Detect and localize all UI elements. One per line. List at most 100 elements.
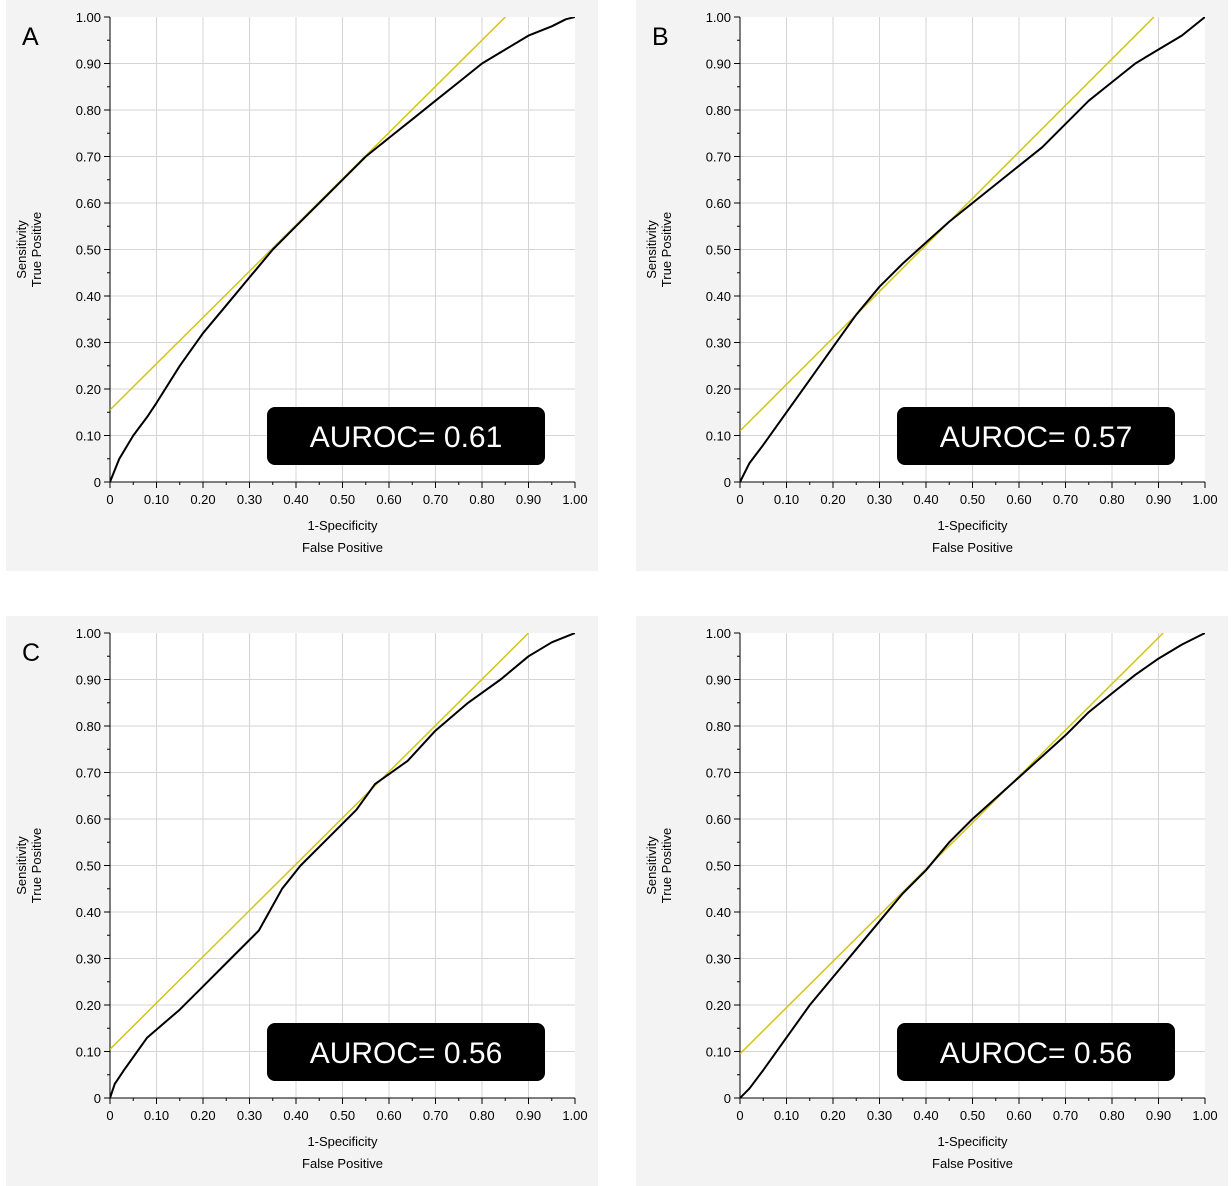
y-tick-label: 0.50 bbox=[706, 859, 731, 874]
y-tick-label: 0.30 bbox=[76, 336, 101, 351]
x-tick-label: 1.00 bbox=[1192, 492, 1217, 507]
x-tick-label: 0.50 bbox=[960, 1108, 985, 1123]
panel-label: B bbox=[652, 23, 669, 51]
y-tick-label: 0.50 bbox=[706, 243, 731, 258]
y-tick-label: 0.50 bbox=[76, 859, 101, 874]
roc-chart-a: 0 0.10 0.20 0.30 0.40 0.50 0.60 0.70 0.80 0.90 1.0… bbox=[14, 10, 588, 555]
panel-label: A bbox=[22, 23, 39, 51]
x-tick-label: 0.80 bbox=[469, 1108, 494, 1123]
x-tick-label: 0.10 bbox=[144, 492, 169, 507]
y-tick-label: 0.90 bbox=[706, 57, 731, 72]
x-axis-title: False Positive bbox=[932, 540, 1013, 555]
x-axis-title: 1-Specificity bbox=[307, 518, 378, 533]
y-axis-title: True Positive bbox=[659, 212, 674, 287]
y-tick-label: 0.90 bbox=[76, 57, 101, 72]
y-tick-label: 0 bbox=[94, 1091, 101, 1106]
y-tick-label: 0.60 bbox=[706, 812, 731, 827]
x-tick-label: 0.50 bbox=[330, 1108, 355, 1123]
y-tick-label: 0.20 bbox=[76, 998, 101, 1013]
y-tick-label: 0.90 bbox=[706, 673, 731, 688]
x-tick-label: 0 bbox=[106, 1108, 113, 1123]
y-tick-label: 0.70 bbox=[706, 150, 731, 165]
y-tick-label: 0.80 bbox=[706, 103, 731, 118]
y-tick-label: 0.10 bbox=[76, 1045, 101, 1060]
y-tick-label: 0.60 bbox=[706, 196, 731, 211]
auroc-box bbox=[897, 407, 1175, 465]
x-tick-label: 0.30 bbox=[867, 492, 892, 507]
y-tick-label: 0.30 bbox=[706, 336, 731, 351]
x-tick-label: 0.40 bbox=[913, 492, 938, 507]
x-tick-label: 0.50 bbox=[960, 492, 985, 507]
roc-chart-c: 0 0.10 0.20 0.30 0.40 0.50 0.60 0.70 0.80 0.90 1.0… bbox=[14, 626, 588, 1171]
y-axis-title: True Positive bbox=[29, 828, 44, 903]
x-tick-label: 0.20 bbox=[190, 1108, 215, 1123]
x-axis-title: False Positive bbox=[932, 1156, 1013, 1171]
y-tick-label: 0.10 bbox=[706, 1045, 731, 1060]
y-tick-label: 0.40 bbox=[706, 905, 731, 920]
roc-curve bbox=[740, 633, 1205, 1098]
x-tick-label: 0.90 bbox=[1146, 1108, 1171, 1123]
y-tick-label: 0.80 bbox=[76, 719, 101, 734]
x-tick-label: 0.30 bbox=[237, 1108, 262, 1123]
x-tick-label: 0.60 bbox=[1006, 492, 1031, 507]
roc-chart-d: 0 0.10 0.20 0.30 0.40 0.50 0.60 0.70 0.80 0.90 1.0… bbox=[644, 626, 1218, 1171]
y-tick-label: 0.40 bbox=[706, 289, 731, 304]
x-tick-label: 1.00 bbox=[562, 1108, 587, 1123]
y-tick-label: 0.70 bbox=[706, 766, 731, 781]
x-tick-label: 0.50 bbox=[330, 492, 355, 507]
x-tick-label: 0.90 bbox=[516, 1108, 541, 1123]
y-tick-label: 0.20 bbox=[76, 382, 101, 397]
x-tick-label: 0.20 bbox=[820, 492, 845, 507]
y-axis-title: True Positive bbox=[659, 828, 674, 903]
x-tick-label: 0.70 bbox=[1053, 1108, 1078, 1123]
auroc-box bbox=[267, 1023, 545, 1081]
y-tick-label: 0.40 bbox=[76, 289, 101, 304]
x-tick-label: 0.40 bbox=[913, 1108, 938, 1123]
x-tick-label: 1.00 bbox=[562, 492, 587, 507]
x-tick-label: 0.60 bbox=[376, 1108, 401, 1123]
x-tick-label: 0.40 bbox=[283, 492, 308, 507]
y-axis-title: Sensitivity bbox=[14, 220, 29, 279]
y-axis-title: Sensitivity bbox=[644, 220, 659, 279]
x-tick-label: 0.20 bbox=[190, 492, 215, 507]
roc-panel-c: 0 0.10 0.20 0.30 0.40 0.50 0.60 0.70 0.80 0.90 1.0… bbox=[6, 616, 598, 1186]
y-axis-title: True Positive bbox=[29, 212, 44, 287]
roc-panel-b: 0 0.10 0.20 0.30 0.40 0.50 0.60 0.70 0.80 0.90 1.0… bbox=[636, 0, 1228, 571]
roc-panel-d: 0 0.10 0.20 0.30 0.40 0.50 0.60 0.70 0.80 0.90 1.0… bbox=[636, 616, 1228, 1186]
panel-label: C bbox=[22, 639, 40, 667]
x-tick-label: 0.70 bbox=[423, 1108, 448, 1123]
x-axis-title: 1-Specificity bbox=[937, 518, 1008, 533]
y-tick-label: 0 bbox=[94, 475, 101, 490]
roc-curve bbox=[110, 633, 575, 1098]
x-axis-title: False Positive bbox=[302, 1156, 383, 1171]
auroc-label: AUROC= 0.57 bbox=[940, 421, 1133, 454]
y-tick-label: 1.00 bbox=[76, 10, 101, 25]
y-tick-label: 0.60 bbox=[76, 196, 101, 211]
y-tick-label: 0 bbox=[724, 475, 731, 490]
x-tick-label: 0.80 bbox=[1099, 1108, 1124, 1123]
x-tick-label: 1.00 bbox=[1192, 1108, 1217, 1123]
y-tick-label: 0.60 bbox=[76, 812, 101, 827]
y-tick-label: 1.00 bbox=[76, 626, 101, 641]
y-tick-label: 0.30 bbox=[76, 952, 101, 967]
reference-line bbox=[740, 633, 1164, 1055]
y-tick-label: 0.80 bbox=[706, 719, 731, 734]
y-tick-label: 0.80 bbox=[76, 103, 101, 118]
auroc-box bbox=[267, 407, 545, 465]
y-axis-title: Sensitivity bbox=[644, 836, 659, 895]
x-tick-label: 0.30 bbox=[237, 492, 262, 507]
x-tick-label: 0.20 bbox=[820, 1108, 845, 1123]
x-tick-label: 0.10 bbox=[774, 492, 799, 507]
y-tick-label: 0.70 bbox=[76, 150, 101, 165]
auroc-box bbox=[897, 1023, 1175, 1081]
x-tick-label: 0.60 bbox=[1006, 1108, 1031, 1123]
x-tick-label: 0 bbox=[736, 1108, 743, 1123]
roc-chart-b: 0 0.10 0.20 0.30 0.40 0.50 0.60 0.70 0.80 0.90 1.0… bbox=[644, 10, 1218, 555]
roc-curve bbox=[110, 17, 575, 482]
y-tick-label: 0.10 bbox=[706, 429, 731, 444]
y-tick-label: 0 bbox=[724, 1091, 731, 1106]
y-tick-label: 1.00 bbox=[706, 626, 731, 641]
y-tick-label: 0.40 bbox=[76, 905, 101, 920]
y-tick-label: 0.20 bbox=[706, 998, 731, 1013]
x-tick-label: 0.10 bbox=[144, 1108, 169, 1123]
